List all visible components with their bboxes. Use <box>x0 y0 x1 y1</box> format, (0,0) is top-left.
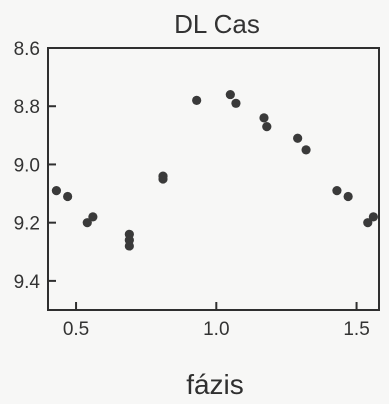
data-point <box>332 186 342 196</box>
x-tick-label: 1.5 <box>343 319 369 340</box>
y-tick-label: 9.2 <box>14 214 40 235</box>
chart-title: DL Cas <box>174 9 260 39</box>
data-point <box>82 218 92 228</box>
data-point <box>51 186 62 196</box>
plot-frame <box>47 47 380 311</box>
data-point <box>259 113 269 123</box>
data-point <box>293 133 303 143</box>
data-point <box>192 95 202 105</box>
data-point <box>368 212 378 222</box>
y-ticks: 8.6 8.8 9.0 9.2 9.4 <box>14 39 56 293</box>
data-point <box>124 241 134 251</box>
y-tick-label: 8.6 <box>14 39 40 60</box>
data-point <box>343 191 353 202</box>
x-axis-label: fázis <box>186 369 244 400</box>
data-point <box>231 98 241 108</box>
data-point <box>301 145 311 155</box>
data-point <box>158 174 168 184</box>
data-point <box>88 212 98 222</box>
data-point <box>225 89 235 100</box>
data-point <box>262 122 272 132</box>
x-ticks: 0.5 1.0 1.5 <box>63 302 370 340</box>
y-tick-label: 8.8 <box>14 97 40 118</box>
data-point <box>63 191 73 202</box>
x-tick-label: 0.5 <box>63 319 89 340</box>
x-tick-label: 1.0 <box>203 319 229 340</box>
y-tick-label: 9.4 <box>14 272 41 293</box>
y-tick-label: 9.0 <box>14 155 40 176</box>
points-layer <box>51 89 378 251</box>
data-point <box>363 218 373 228</box>
